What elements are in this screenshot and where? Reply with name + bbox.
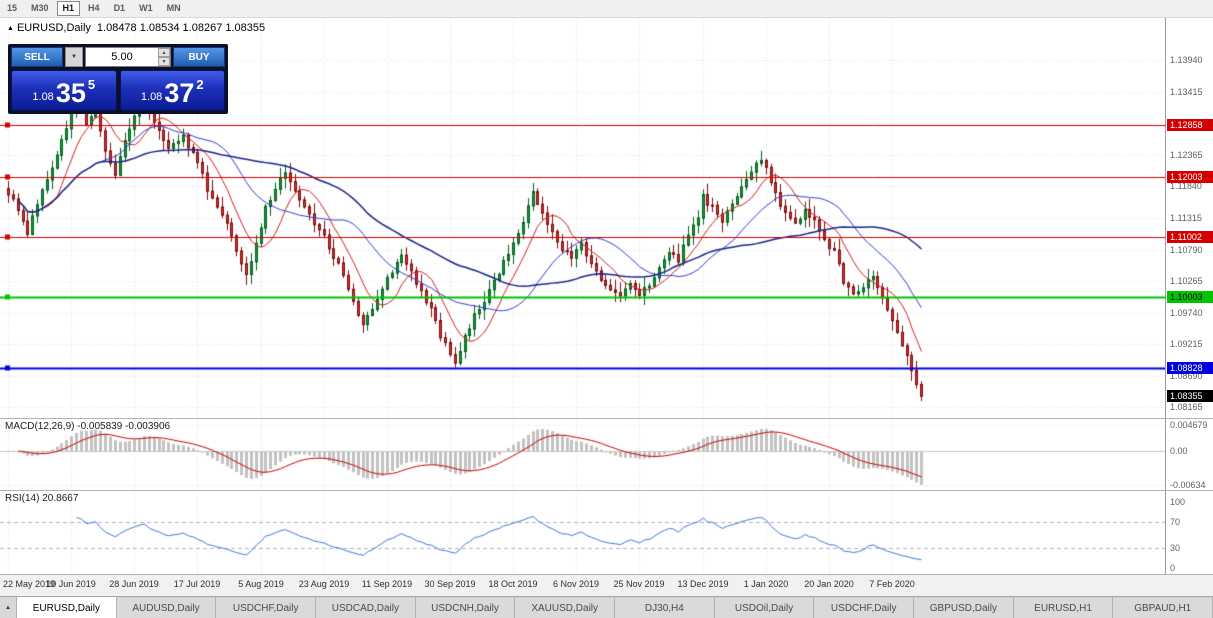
tab-audusd-daily[interactable]: AUDUSD,Daily: [116, 597, 217, 618]
rsi-axis-label: 0: [1170, 563, 1176, 573]
date-axis-label: 23 Aug 2019: [298, 579, 350, 589]
date-axis-label: 5 Aug 2019: [238, 579, 284, 589]
one-click-trading-panel: SELL ▼ 5.00 ▲ ▼ BUY 1.08 35 5 1.08 37 2: [8, 44, 228, 114]
hline-price-label: 1.08828: [1167, 361, 1213, 374]
price-tick-label: 1.10265: [1170, 276, 1203, 287]
rsi-axis-label: 30: [1170, 543, 1181, 554]
buy-price-pipette: 2: [196, 77, 204, 92]
volume-decrease-button[interactable]: ▼: [158, 57, 170, 66]
date-axis-label: 20 Jan 2020: [804, 579, 854, 589]
current-price-label: 1.08355: [1167, 390, 1213, 403]
tab-usdchf-daily[interactable]: USDCHF,Daily: [814, 597, 915, 618]
date-axis-label: 13 Dec 2019: [677, 579, 729, 589]
volume-value: 5.00: [111, 51, 133, 63]
pane-separator[interactable]: [0, 418, 1213, 419]
macd-axis-label: 0.004679: [1170, 420, 1208, 431]
macd-label: MACD(12,26,9) -0.005839 -0.003906: [5, 421, 171, 432]
buy-price-button[interactable]: 1.08 37 2: [119, 70, 225, 111]
buy-price-big-digits: 37: [164, 78, 195, 108]
hline-price-label: 1.11002: [1167, 230, 1213, 243]
timeframe-button-h1[interactable]: H1: [56, 1, 81, 16]
macd-axis-label: 0.00: [1170, 445, 1188, 456]
date-axis-label: 22 May 2019: [3, 579, 56, 589]
date-axis-label: 10 Jun 2019: [46, 579, 96, 589]
price-tick-label: 1.13415: [1170, 86, 1203, 97]
date-axis[interactable]: 22 May 2019 10 Jun 2019 28 Jun 2019 17 Jul …: [0, 574, 1213, 596]
buy-button[interactable]: BUY: [173, 47, 225, 67]
date-axis-label: 30 Sep 2019: [424, 579, 476, 589]
sell-price-big-digits: 35: [55, 78, 86, 108]
chart-symbol: EURUSD,Daily: [16, 22, 91, 34]
date-axis-label: 7 Feb 2020: [869, 579, 915, 589]
price-tick-label: 1.11840: [1170, 181, 1202, 192]
timeframe-toolbar: 15 M30 H1 H4 D1 W1 MN: [0, 0, 1213, 18]
tab-dj30-h4[interactable]: DJ30,H4: [615, 597, 715, 618]
tab-gbpaud-h1[interactable]: GBPAUD,H1: [1113, 597, 1213, 618]
sell-price-prefix: 1.08: [32, 91, 54, 103]
timeframe-button-15[interactable]: 15: [1, 1, 23, 16]
tab-usdcad-daily[interactable]: USDCAD,Daily: [316, 597, 416, 618]
tab-usdcnh-daily[interactable]: USDCNH,Daily: [415, 597, 516, 618]
price-tick-label: 1.09740: [1170, 307, 1203, 318]
timeframe-button-m30[interactable]: M30: [25, 1, 55, 16]
hline-price-label: 1.12858: [1167, 119, 1213, 132]
price-tick-label: 1.11315: [1170, 213, 1202, 223]
timeframe-button-mn[interactable]: MN: [161, 1, 187, 16]
volume-input[interactable]: 5.00 ▲ ▼: [85, 47, 171, 67]
timeframe-button-h4[interactable]: H4: [82, 1, 106, 16]
pane-separator: [0, 574, 1213, 575]
price-tick-label: 1.08690: [1170, 370, 1203, 381]
macd-axis-label: -0.00634: [1170, 480, 1206, 491]
collapse-triangle-icon: ▲: [7, 25, 14, 32]
timeframe-button-d1[interactable]: D1: [108, 1, 132, 16]
rsi-indicator-canvas[interactable]: [0, 490, 1165, 574]
tab-list-button[interactable]: ▲: [0, 597, 17, 618]
date-axis-label: 6 Nov 2019: [552, 579, 600, 589]
tab-eurusd-h1[interactable]: EURUSD,H1: [1013, 597, 1114, 618]
buy-price-prefix: 1.08: [140, 91, 163, 103]
date-axis-label: 28 Jun 2019: [109, 579, 159, 589]
order-type-dropdown[interactable]: ▼: [65, 47, 83, 67]
price-axis[interactable]: 1.139401.134151.128901.123651.118401.113…: [1165, 18, 1213, 574]
chart-ohlc-values: 1.08478 1.08534 1.08267 1.08355: [96, 22, 266, 34]
date-axis-label: 17 Jul 2019: [173, 579, 221, 589]
price-tick-label: 1.13940: [1170, 55, 1203, 66]
price-tick-label: 1.08165: [1170, 402, 1203, 413]
tab-xauusd-daily[interactable]: XAUUSD,Daily: [515, 597, 616, 618]
chart-window: ▲ EURUSD,Daily 1.08478 1.08534 1.08267 1.0…: [0, 18, 1213, 596]
rsi-axis-label: 100: [1170, 497, 1186, 507]
chart-title: ▲ EURUSD,Daily 1.08478 1.08534 1.08267 1.0…: [7, 22, 265, 34]
price-tick-label: 1.10790: [1170, 244, 1203, 255]
sell-price-pipette: 5: [87, 77, 96, 92]
tab-eurusd-daily[interactable]: EURUSD,Daily: [17, 597, 117, 618]
date-axis-label: 18 Oct 2019: [488, 579, 538, 589]
timeframe-button-w1[interactable]: W1: [133, 1, 159, 16]
hline-price-label: 1.12003: [1167, 170, 1213, 183]
chart-tab-bar: ▲ EURUSD,Daily AUDUSD,Daily USDCHF,Daily US…: [0, 596, 1213, 618]
sell-price-button[interactable]: 1.08 35 5: [11, 70, 117, 111]
macd-indicator-canvas[interactable]: [0, 418, 1165, 490]
rsi-axis-label: 70: [1170, 516, 1181, 527]
pane-separator[interactable]: [0, 490, 1213, 491]
price-tick-label: 1.12365: [1170, 149, 1203, 160]
tab-usdoil-daily[interactable]: USDOil,Daily: [714, 597, 815, 618]
volume-increase-button[interactable]: ▲: [158, 48, 170, 57]
date-axis-label: 11 Sep 2019: [361, 579, 413, 589]
tab-gbpusd-daily[interactable]: GBPUSD,Daily: [914, 597, 1014, 618]
hline-price-label: 1.10003: [1167, 290, 1213, 303]
sell-button[interactable]: SELL: [11, 47, 63, 67]
price-tick-label: 1.09215: [1170, 339, 1203, 350]
rsi-label: RSI(14) 20.8667: [5, 493, 79, 504]
chevron-down-icon: ▼: [71, 54, 77, 60]
tab-usdchf-daily[interactable]: USDCHF,Daily: [216, 597, 317, 618]
date-axis-label: 25 Nov 2019: [613, 579, 665, 589]
date-axis-label: 1 Jan 2020: [743, 579, 789, 589]
